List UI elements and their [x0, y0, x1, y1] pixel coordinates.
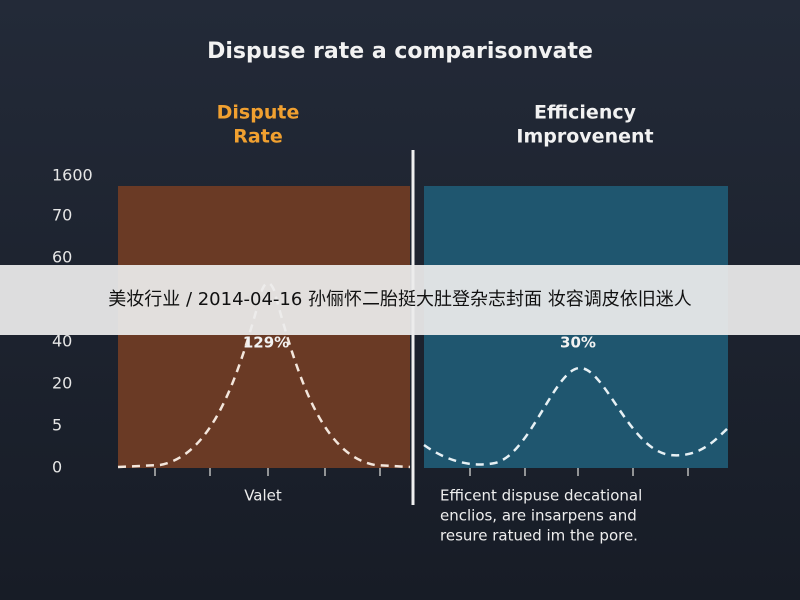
- y-axis-label: 70: [52, 206, 72, 225]
- y-axis-label: 20: [52, 374, 72, 393]
- x-label: Valet: [244, 487, 282, 505]
- right-heading: Improvenent: [516, 126, 653, 148]
- y-axis-label: 60: [52, 248, 72, 267]
- caption-line: Efficent dispuse decational: [440, 487, 642, 505]
- caption-line: enclios, are insarpens and: [440, 507, 637, 525]
- banner: [0, 265, 800, 335]
- left-peak-label: 129%: [243, 334, 289, 352]
- y-axis-label: 0: [52, 458, 62, 477]
- axis-ticks: [154, 468, 689, 476]
- banner-text: 美妆行业 / 2014-04-16 孙俪怀二胎挺大肚登杂志封面 妆容调皮依旧迷人: [108, 289, 692, 310]
- y-axis-label: 40: [52, 332, 72, 351]
- right-peak-label: 30%: [560, 334, 596, 352]
- left-heading: Dispute: [217, 102, 300, 124]
- left-heading: Rate: [233, 126, 282, 148]
- caption-line: resure ratued im the pore.: [440, 527, 638, 545]
- right-heading: Efficiency: [534, 102, 637, 124]
- y-axis-label: 1600: [52, 166, 93, 185]
- y-axis-label: 5: [52, 416, 62, 435]
- title: Dispuse rate a comparisonvate: [207, 39, 593, 64]
